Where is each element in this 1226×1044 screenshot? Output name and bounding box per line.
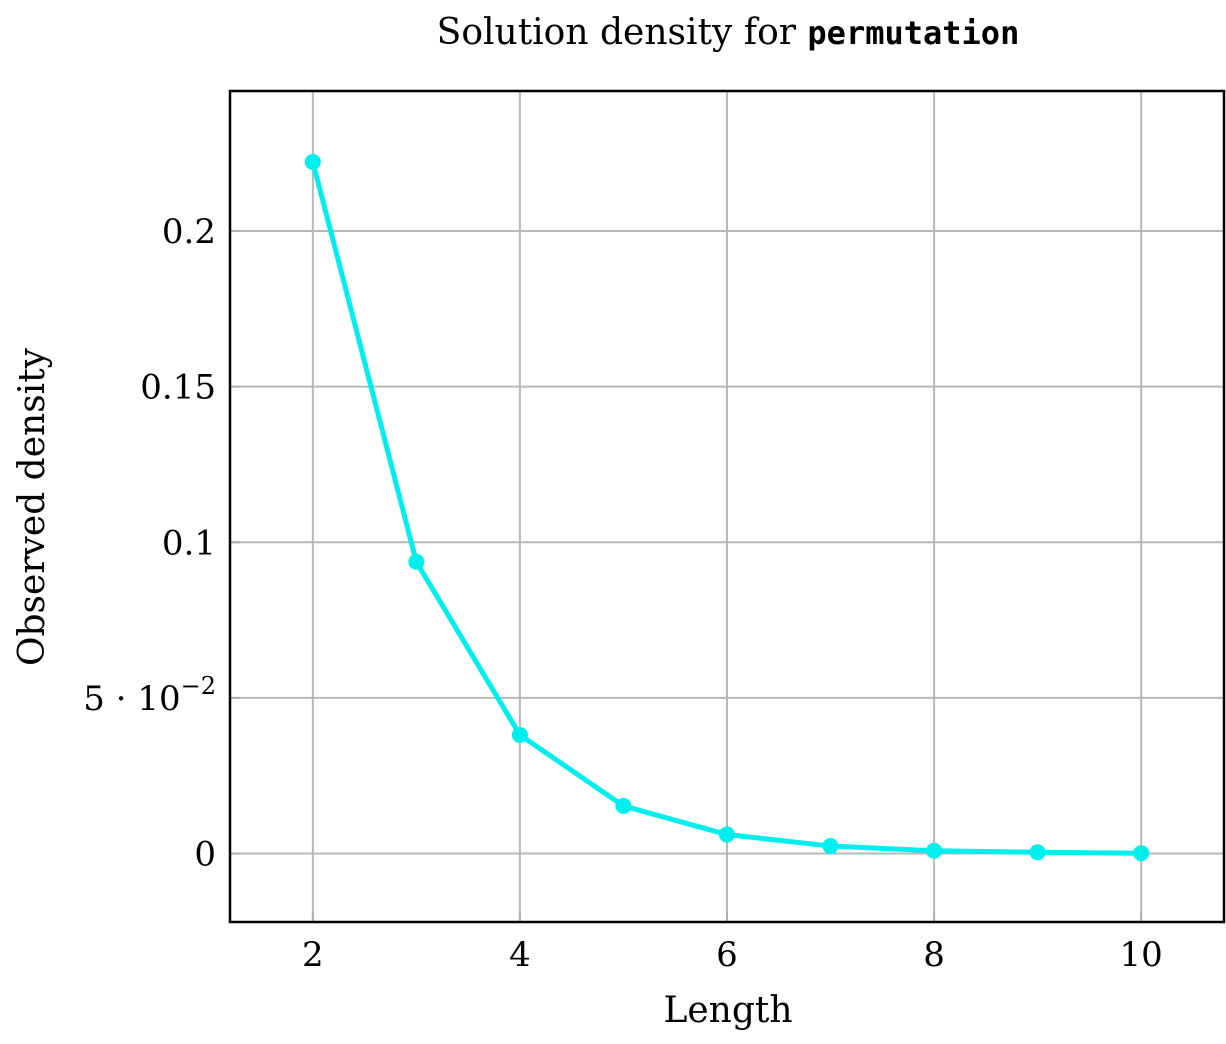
x-tick-label: 2 — [302, 935, 324, 975]
chart-title: Solution density for permutation — [437, 12, 1020, 53]
x-tick-label: 10 — [1120, 935, 1163, 975]
x-axis-label: Length — [663, 990, 792, 1031]
data-point — [1133, 845, 1150, 862]
x-axis-ticks: 2 4 6 8 10 — [302, 912, 1163, 975]
data-point — [1029, 844, 1046, 861]
data-point — [719, 826, 735, 843]
data-point — [615, 797, 632, 814]
y-axis-ticks: 0 5 · 10−2 0.1 0.15 0.2 — [83, 212, 240, 875]
chart-title-prefix: Solution density for — [437, 12, 808, 53]
plot-frame — [228, 89, 1226, 924]
chart-title-code: permutation — [807, 14, 1019, 52]
y-tick-label: 0 — [194, 835, 216, 875]
data-point — [304, 153, 321, 170]
y-tick-label: 0.15 — [140, 368, 216, 408]
y-tick-label: 0.2 — [162, 212, 216, 252]
data-point — [511, 726, 528, 743]
y-tick-label: 5 · 10−2 — [83, 672, 216, 719]
data-point — [926, 842, 943, 859]
x-tick-label: 6 — [716, 935, 738, 975]
y-axis-label: Observed density — [12, 347, 53, 666]
data-point — [408, 553, 425, 570]
x-tick-label: 4 — [509, 935, 531, 975]
data-point — [822, 838, 839, 855]
x-tick-label: 8 — [923, 935, 945, 975]
y-tick-label: 0.1 — [162, 523, 216, 563]
series-layer — [304, 153, 1150, 862]
grid — [230, 91, 1224, 922]
